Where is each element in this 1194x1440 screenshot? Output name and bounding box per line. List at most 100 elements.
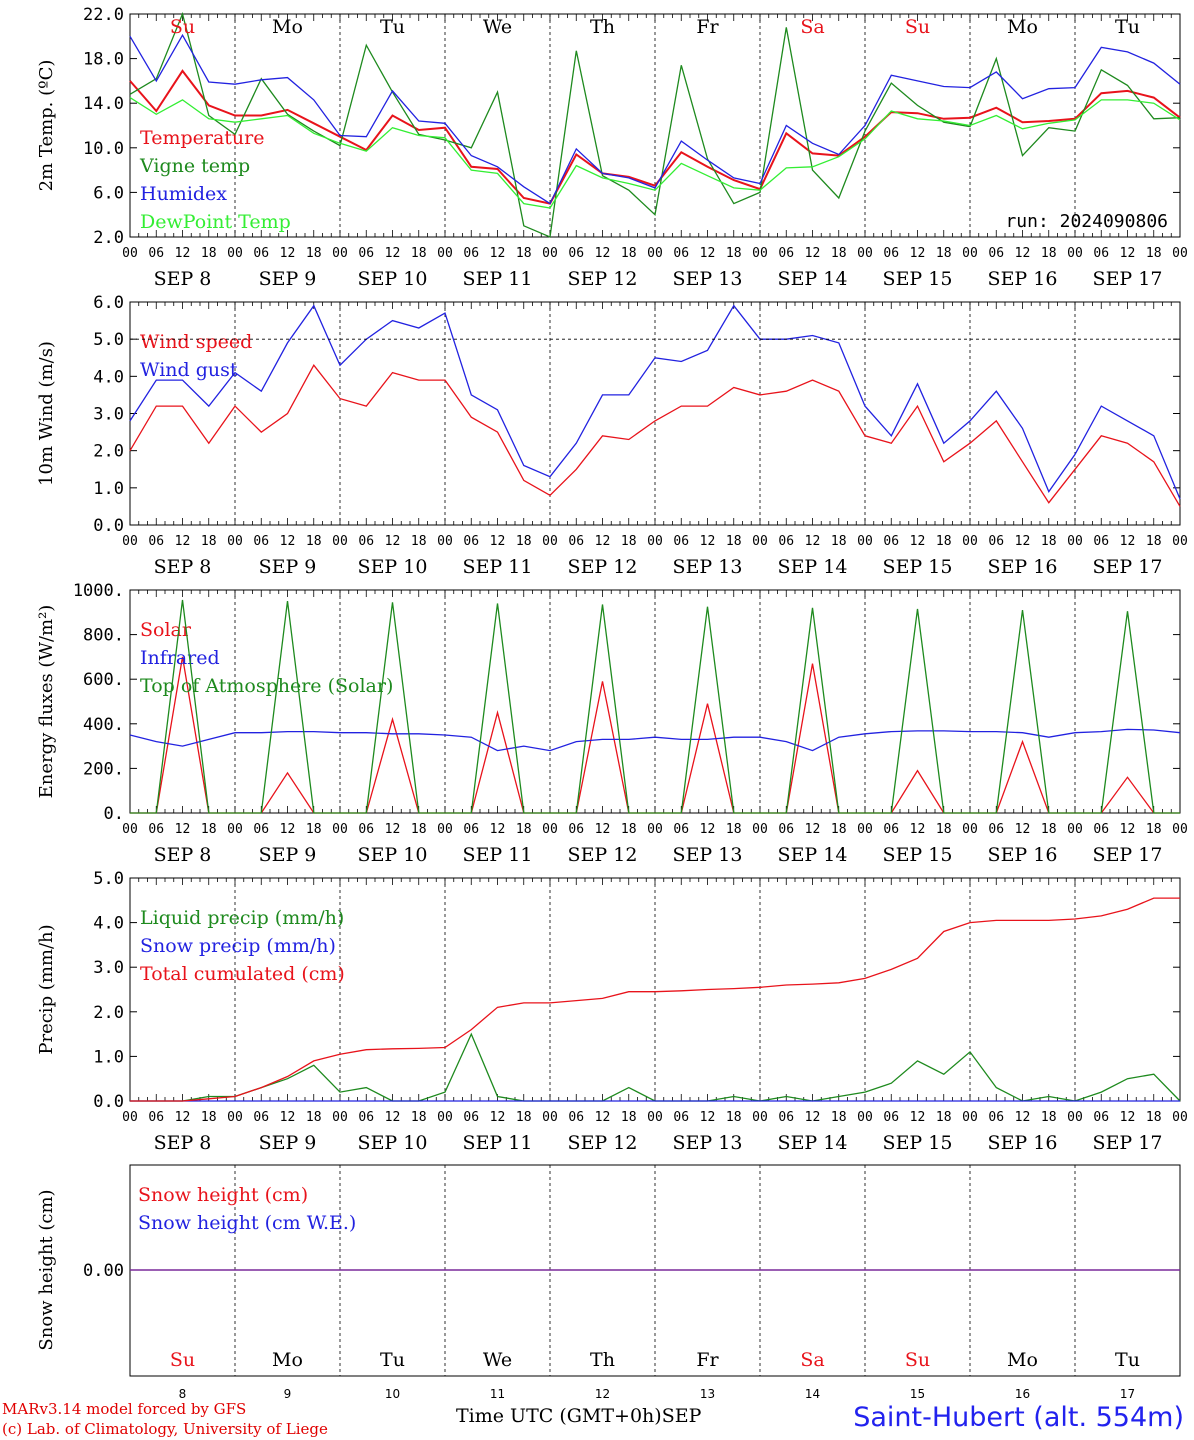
series-line-dewpoint-temp: [129, 97, 1181, 209]
y-tick-label: 6.0: [93, 293, 124, 313]
date-label: SEP 10: [358, 268, 428, 290]
hour-tick-label: 18: [726, 534, 742, 549]
y-tick-label: 4.0: [93, 367, 124, 387]
hour-tick-label: 12: [385, 822, 401, 837]
hour-tick-label: 12: [175, 246, 191, 261]
y-tick-label: 800.: [83, 626, 124, 646]
hour-tick-label: 00: [857, 246, 873, 261]
weekday-label: Th: [590, 16, 615, 38]
legend-entry: Snow height (cm): [138, 1184, 308, 1206]
hour-tick-label: 00: [332, 1110, 348, 1125]
y-axis-label: Precip (mm/h): [36, 924, 57, 1054]
hour-tick-label: 18: [831, 1110, 847, 1125]
y-tick-label: 4.0: [93, 914, 124, 934]
y-tick-label: 0.0: [93, 1092, 124, 1112]
weekday-label: Su: [170, 16, 195, 38]
hour-tick-label: 00: [1172, 822, 1188, 837]
weekday-label: Tu: [1115, 1349, 1140, 1371]
hour-tick-label: 12: [490, 534, 506, 549]
date-label: SEP 8: [154, 1132, 212, 1154]
hour-tick-label: 12: [595, 1110, 611, 1125]
hour-tick-label: 00: [227, 246, 243, 261]
hour-tick-label: 12: [1015, 534, 1031, 549]
y-tick-label: 10.0: [83, 139, 124, 159]
weekday-label: Mo: [272, 16, 303, 38]
date-label: SEP 17: [1093, 844, 1163, 866]
hour-tick-label: 00: [437, 822, 453, 837]
y-tick-label: 3.0: [93, 405, 124, 425]
hour-tick-label: 12: [1120, 246, 1136, 261]
day-number-label: 14: [805, 1387, 820, 1401]
date-label: SEP 12: [568, 1132, 638, 1154]
hour-tick-label: 12: [1015, 246, 1031, 261]
weekday-label: Tu: [380, 1349, 405, 1371]
hour-tick-label: 00: [752, 1110, 768, 1125]
date-label: SEP 11: [463, 556, 533, 578]
legend-entry: DewPoint Temp: [140, 211, 291, 233]
y-tick-label: 1.0: [93, 479, 124, 499]
hour-tick-label: 06: [988, 822, 1004, 837]
hour-tick-label: 06: [358, 534, 374, 549]
hour-tick-label: 12: [805, 246, 821, 261]
hour-tick-label: 18: [831, 822, 847, 837]
hour-tick-label: 00: [332, 534, 348, 549]
hour-tick-label: 00: [332, 822, 348, 837]
hour-tick-label: 12: [280, 534, 296, 549]
hour-tick-label: 12: [910, 822, 926, 837]
date-label: SEP 14: [778, 268, 848, 290]
credit-line-2: (c) Lab. of Climatology, University of L…: [2, 1420, 328, 1438]
date-label: SEP 9: [259, 556, 317, 578]
hour-tick-label: 06: [568, 822, 584, 837]
y-tick-label: 0.00: [83, 1261, 124, 1281]
hour-tick-label: 00: [962, 822, 978, 837]
hour-tick-label: 00: [437, 534, 453, 549]
date-label: SEP 10: [358, 1132, 428, 1154]
hour-tick-label: 18: [516, 822, 532, 837]
hour-tick-label: 18: [306, 534, 322, 549]
series-line-total-cumulated-cm-: [130, 897, 1180, 1102]
y-tick-label: 2.0: [93, 228, 124, 248]
hour-tick-label: 00: [752, 822, 768, 837]
hour-tick-label: 00: [437, 246, 453, 261]
y-tick-label: 22.0: [83, 5, 124, 25]
hour-tick-label: 12: [700, 822, 716, 837]
panel-frame: [129, 13, 1181, 238]
hour-tick-label: 12: [280, 1110, 296, 1125]
hour-tick-label: 18: [201, 1110, 217, 1125]
y-tick-label: 14.0: [83, 94, 124, 114]
weekday-label: Th: [590, 1349, 615, 1371]
hour-tick-label: 18: [936, 822, 952, 837]
hour-tick-label: 18: [411, 534, 427, 549]
hour-tick-label: 06: [148, 534, 164, 549]
y-tick-label: 400.: [83, 715, 124, 735]
hour-tick-label: 06: [463, 1110, 479, 1125]
hour-tick-label: 18: [831, 246, 847, 261]
date-label: SEP 8: [154, 844, 212, 866]
hour-tick-label: 12: [385, 534, 401, 549]
hour-tick-label: 18: [411, 822, 427, 837]
hour-tick-label: 00: [962, 1110, 978, 1125]
weekday-label: Tu: [1115, 16, 1140, 38]
legend-entry: Solar: [140, 619, 192, 641]
y-axis-label: Energy fluxes (W/m²): [36, 605, 57, 799]
hour-tick-label: 06: [568, 1110, 584, 1125]
weekday-label: We: [483, 1349, 512, 1371]
hour-tick-label: 18: [726, 246, 742, 261]
y-tick-label: 5.0: [93, 869, 124, 889]
hour-tick-label: 00: [752, 246, 768, 261]
hour-tick-label: 18: [201, 534, 217, 549]
hour-tick-label: 06: [988, 534, 1004, 549]
hour-tick-label: 12: [1120, 534, 1136, 549]
date-label: SEP 9: [259, 844, 317, 866]
hour-tick-label: 18: [726, 1110, 742, 1125]
hour-tick-label: 12: [700, 534, 716, 549]
day-number-label: 10: [385, 1387, 400, 1401]
hour-tick-label: 00: [227, 822, 243, 837]
hour-tick-label: 12: [910, 1110, 926, 1125]
hour-tick-label: 00: [542, 534, 558, 549]
hour-tick-label: 06: [568, 534, 584, 549]
plot-area-2: 0.0 1.0 2.0 3.0 4.0 5.0 6.0 10m Wind (m/s) Wind …: [36, 293, 1181, 536]
hour-tick-label: 06: [673, 1110, 689, 1125]
date-label: SEP 16: [988, 844, 1058, 866]
